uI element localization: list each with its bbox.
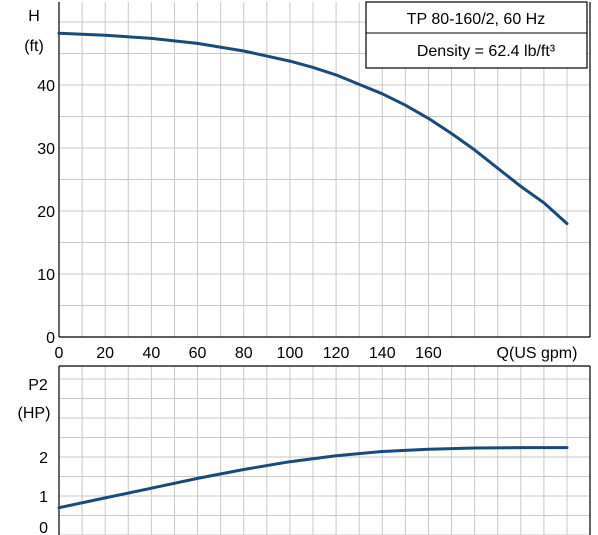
- power-plot-area: [59, 366, 590, 535]
- power-curve: [57, 446, 569, 510]
- power-ylabel-1: P2: [28, 377, 48, 394]
- head-y-tick-label: 20: [37, 204, 55, 221]
- head-x-tick-label: 20: [96, 345, 114, 362]
- head-x-tick-label: 40: [142, 345, 160, 362]
- head-ylabel-2: (ft): [24, 38, 44, 55]
- head-x-tick-label: 100: [277, 345, 304, 362]
- head-plot: 0 20 40 60 80 100 120 140 160 0 10 20 30 40 H (ft) Q…: [24, 1, 591, 362]
- power-ylabel-2: (HP): [18, 405, 51, 422]
- head-y-ticks: 0 10 20 30 40: [37, 78, 55, 347]
- head-x-tick-label: 0: [55, 345, 64, 362]
- legend: TP 80-160/2, 60 Hz Density = 62.4 lb/ft³: [365, 1, 588, 69]
- power-y-tick-label: 0: [39, 520, 48, 535]
- head-x-tick-label: 80: [235, 345, 253, 362]
- head-x-tick-label: 140: [369, 345, 396, 362]
- head-x-tick-label: 120: [323, 345, 350, 362]
- head-y-tick-label: 0: [46, 330, 55, 347]
- power-y-tick-label: 2: [39, 450, 48, 467]
- legend-density: Density = 62.4 lb/ft³: [417, 43, 556, 60]
- head-ylabel-1: H: [28, 8, 40, 25]
- power-grid: [58, 365, 591, 535]
- head-curve: [57, 31, 569, 226]
- head-y-tick-label: 30: [37, 141, 55, 158]
- head-y-tick-label: 40: [37, 78, 55, 95]
- head-x-ticks: 0 20 40 60 80 100 120 140 160: [55, 345, 442, 362]
- legend-box: [365, 1, 588, 69]
- power-y-ticks: 0 1 2: [39, 450, 48, 535]
- power-plot: 0 1 2 P2 (HP): [18, 365, 591, 535]
- head-xlabel: Q(US gpm): [497, 345, 578, 362]
- head-y-tick-label: 10: [37, 267, 55, 284]
- legend-model: TP 80-160/2, 60 Hz: [407, 11, 545, 28]
- head-x-tick-label: 160: [415, 345, 442, 362]
- power-y-tick-label: 1: [39, 489, 48, 506]
- head-x-tick-label: 60: [189, 345, 207, 362]
